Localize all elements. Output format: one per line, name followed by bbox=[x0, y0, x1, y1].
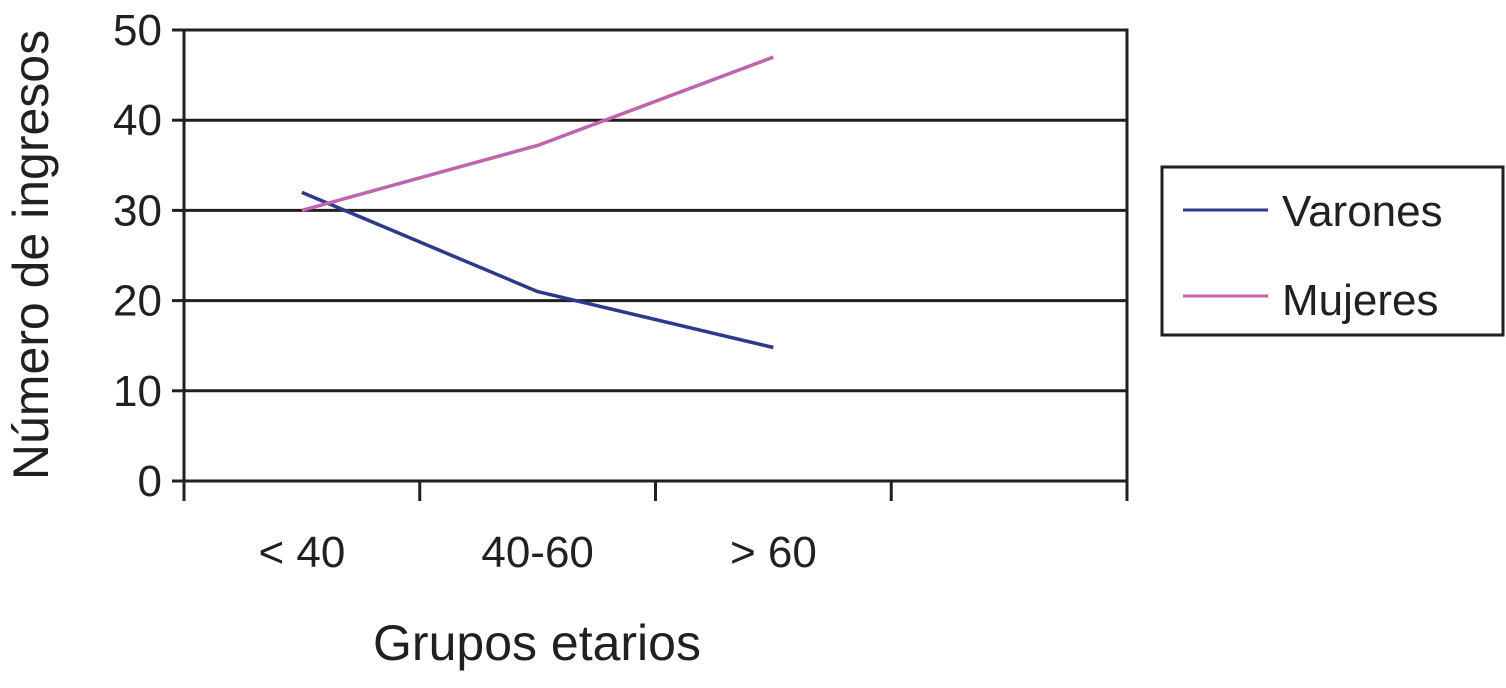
legend-box bbox=[1160, 165, 1505, 337]
legend: Varones Mujeres bbox=[1160, 165, 1505, 337]
y-axis-title: Número de ingresos bbox=[3, 30, 59, 480]
gridlines bbox=[184, 118, 1127, 393]
x-tick-label: 40-60 bbox=[481, 528, 594, 577]
plot-area-border bbox=[182, 28, 1129, 483]
series-line-mujeres bbox=[301, 55, 774, 213]
x-axis-title: Grupos etarios bbox=[373, 615, 701, 671]
x-axis: < 40 40-60 > 60 bbox=[182, 481, 1129, 577]
x-tick-label: < 40 bbox=[258, 528, 345, 577]
y-tick-label: 0 bbox=[138, 457, 162, 506]
y-tick-label: 50 bbox=[113, 6, 162, 55]
y-tick-label: 30 bbox=[113, 186, 162, 235]
series-lines bbox=[301, 55, 774, 350]
y-tick-label: 20 bbox=[113, 277, 162, 326]
legend-label-varones: Varones bbox=[1282, 187, 1443, 236]
y-axis: 0 10 20 30 40 50 bbox=[113, 6, 184, 506]
series-line-varones bbox=[301, 190, 774, 350]
y-tick-label: 10 bbox=[113, 367, 162, 416]
y-tick-label: 40 bbox=[113, 96, 162, 145]
x-tick-label: > 60 bbox=[730, 528, 817, 577]
legend-label-mujeres: Mujeres bbox=[1282, 276, 1439, 325]
